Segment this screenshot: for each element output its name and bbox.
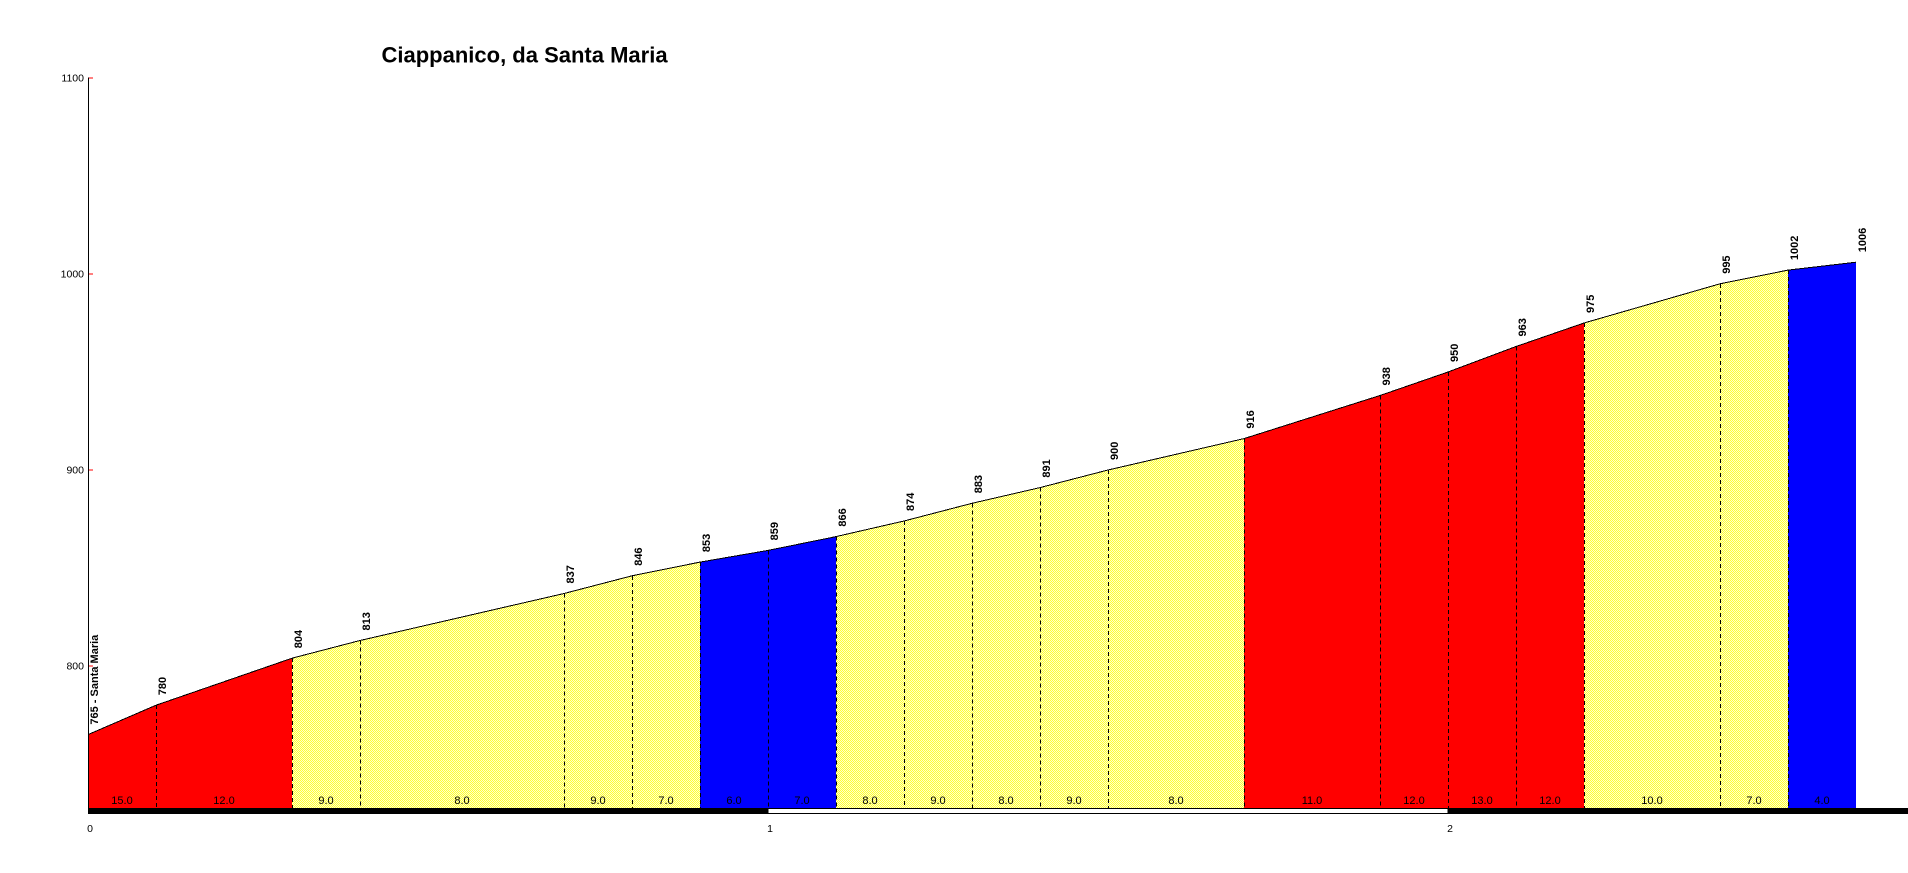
svg-text:11.0: 11.0 bbox=[1302, 795, 1323, 807]
svg-text:1002: 1002 bbox=[1789, 236, 1801, 260]
svg-text:4.0: 4.0 bbox=[1814, 795, 1829, 807]
svg-text:8.0: 8.0 bbox=[454, 795, 469, 807]
svg-text:1000: 1000 bbox=[61, 269, 85, 281]
svg-text:950: 950 bbox=[1449, 344, 1461, 362]
svg-text:813: 813 bbox=[361, 612, 373, 630]
svg-text:9.0: 9.0 bbox=[318, 795, 333, 807]
svg-text:975: 975 bbox=[1585, 295, 1597, 313]
svg-text:938: 938 bbox=[1381, 367, 1393, 385]
svg-text:9.0: 9.0 bbox=[590, 795, 605, 807]
svg-text:1100: 1100 bbox=[61, 73, 84, 85]
svg-text:8.0: 8.0 bbox=[998, 795, 1013, 807]
svg-text:9.0: 9.0 bbox=[930, 795, 945, 807]
svg-text:1: 1 bbox=[767, 823, 773, 835]
svg-text:853: 853 bbox=[701, 534, 713, 552]
svg-text:804: 804 bbox=[293, 629, 305, 648]
svg-text:7.0: 7.0 bbox=[658, 795, 673, 807]
svg-text:837: 837 bbox=[565, 565, 577, 583]
svg-text:916: 916 bbox=[1245, 410, 1257, 428]
svg-text:900: 900 bbox=[66, 465, 84, 477]
svg-text:963: 963 bbox=[1517, 318, 1529, 336]
svg-text:846: 846 bbox=[633, 547, 645, 565]
svg-text:6.0: 6.0 bbox=[726, 795, 741, 807]
svg-text:9.0: 9.0 bbox=[1066, 795, 1081, 807]
svg-text:780: 780 bbox=[157, 677, 169, 695]
svg-text:859: 859 bbox=[769, 522, 781, 540]
svg-text:12.0: 12.0 bbox=[1403, 795, 1424, 807]
svg-text:883: 883 bbox=[973, 475, 985, 493]
svg-text:7.0: 7.0 bbox=[794, 795, 809, 807]
svg-text:8.0: 8.0 bbox=[1168, 795, 1183, 807]
svg-text:2: 2 bbox=[1447, 823, 1453, 835]
svg-text:15.0: 15.0 bbox=[111, 795, 132, 807]
svg-text:874: 874 bbox=[905, 492, 917, 511]
svg-text:0: 0 bbox=[87, 823, 93, 835]
svg-text:866: 866 bbox=[837, 508, 849, 526]
svg-text:Ciappanico, da Santa Maria: Ciappanico, da Santa Maria bbox=[382, 43, 669, 68]
svg-text:995: 995 bbox=[1721, 255, 1733, 273]
svg-text:800: 800 bbox=[66, 661, 84, 673]
svg-text:10.0: 10.0 bbox=[1641, 795, 1662, 807]
svg-text:891: 891 bbox=[1041, 459, 1053, 477]
svg-text:13.0: 13.0 bbox=[1471, 795, 1492, 807]
svg-text:7.0: 7.0 bbox=[1746, 795, 1761, 807]
svg-text:1006: 1006 bbox=[1857, 228, 1869, 252]
svg-text:8.0: 8.0 bbox=[862, 795, 877, 807]
svg-text:12.0: 12.0 bbox=[213, 795, 234, 807]
svg-text:900: 900 bbox=[1109, 442, 1121, 460]
svg-text:765 - Santa Maria: 765 - Santa Maria bbox=[89, 634, 101, 725]
svg-text:12.0: 12.0 bbox=[1539, 795, 1560, 807]
